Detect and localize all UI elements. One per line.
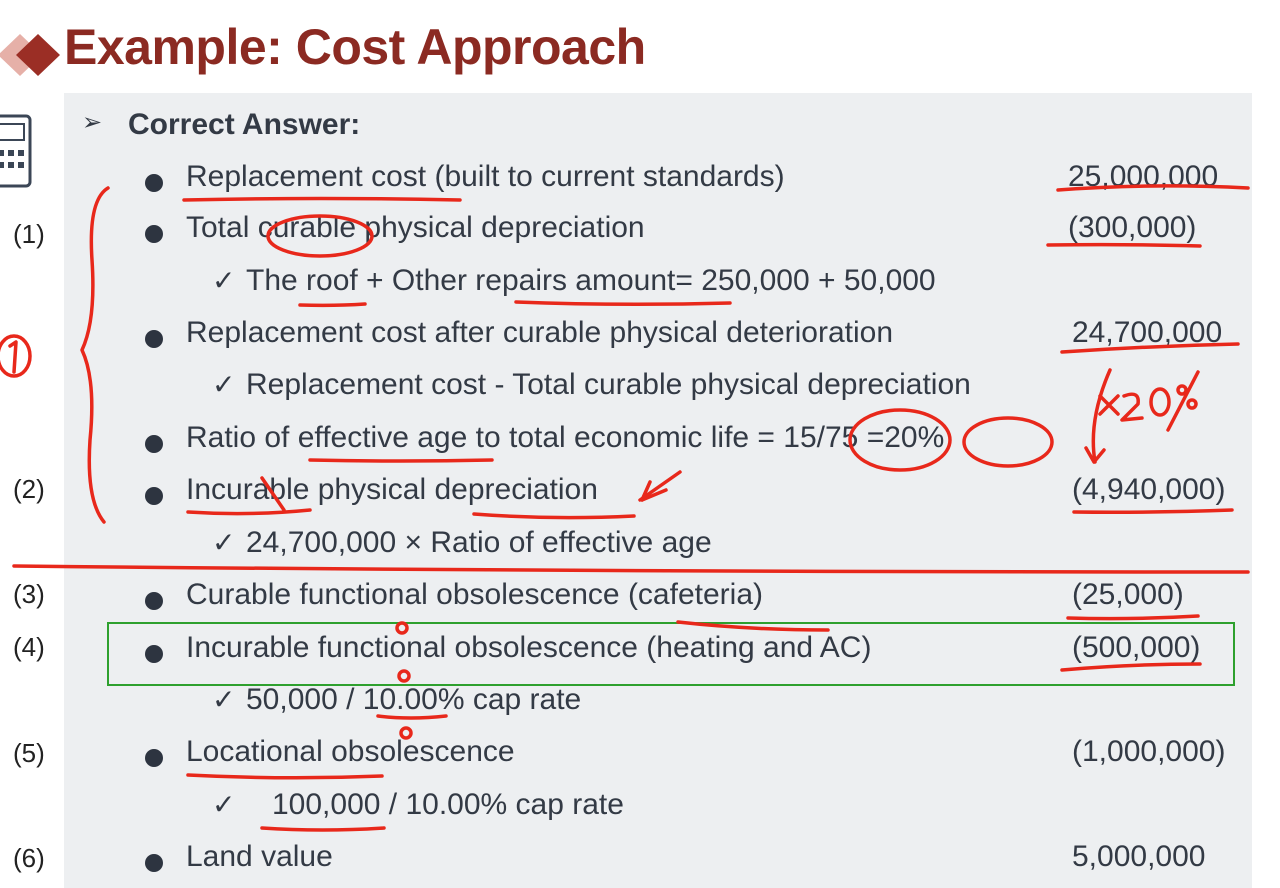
- list-item-curable-physical-depreciation: Total curable physical depreciation (300…: [0, 211, 1280, 257]
- item-label: Replacement cost (built to current stand…: [186, 160, 785, 193]
- item-value: (1,000,000): [1072, 735, 1226, 768]
- item-value: (300,000): [1068, 211, 1197, 244]
- answer-heading-row: ➢ Correct Answer:: [0, 108, 1280, 154]
- calculator-icon: [0, 114, 32, 188]
- checkmark-icon: ✓: [212, 265, 236, 296]
- item-label: Ratio of effective age to total economic…: [186, 421, 945, 454]
- bullet-icon: [145, 487, 163, 505]
- sub-item-label: 24,700,000 × Ratio of effective age: [246, 526, 712, 559]
- bullet-icon: [145, 749, 163, 767]
- sub-item-label: 50,000 / 10.00% cap rate: [246, 683, 582, 716]
- item-value: (25,000): [1072, 578, 1184, 611]
- item-label: Locational obsolescence: [186, 735, 515, 768]
- item-value: (4,940,000): [1072, 473, 1226, 506]
- item-label: Replacement cost after curable physical …: [186, 316, 894, 349]
- sub-item-functional-cap-rate: ✓ 50,000 / 10.00% cap rate: [0, 683, 1280, 729]
- line-number: (2): [13, 474, 45, 504]
- item-value: 5,000,000: [1072, 840, 1206, 873]
- sub-item-locational-cap-rate: ✓ 100,000 / 10.00% cap rate: [0, 788, 1280, 834]
- list-item-effective-age-ratio: Ratio of effective age to total economic…: [0, 421, 1280, 467]
- page-title: Example: Cost Approach: [64, 19, 646, 75]
- sub-item-incurable-formula: ✓ 24,700,000 × Ratio of effective age: [0, 526, 1280, 572]
- line-number: (6): [13, 843, 45, 873]
- sub-item-roof-repairs: ✓ The roof + Other repairs amount= 250,0…: [0, 264, 1280, 310]
- highlight-box: [107, 622, 1235, 686]
- bullet-icon: [145, 435, 163, 453]
- answer-heading: Correct Answer:: [128, 108, 361, 141]
- list-item-incurable-physical-depreciation: Incurable physical depreciation (4,940,0…: [0, 473, 1280, 519]
- checkmark-icon: ✓: [212, 369, 236, 400]
- bullet-icon: [145, 854, 163, 872]
- sub-item-label: 100,000 / 10.00% cap rate: [272, 788, 624, 821]
- bullet-icon: [145, 174, 163, 192]
- sub-item-label: The roof + Other repairs amount= 250,000…: [246, 264, 936, 297]
- arrow-bullet-icon: ➢: [82, 109, 103, 136]
- checkmark-icon: ✓: [212, 789, 236, 820]
- item-value: 24,700,000: [1072, 316, 1223, 349]
- list-item-land-value: Land value 5,000,000: [0, 840, 1280, 886]
- checkmark-icon: ✓: [212, 527, 236, 558]
- list-item-cost-after-curable: Replacement cost after curable physical …: [0, 316, 1280, 362]
- item-label: Incurable functional obsolescence (heati…: [186, 631, 872, 664]
- item-value: 25,000,000: [1068, 160, 1219, 193]
- bullet-icon: [145, 225, 163, 243]
- item-label: Total curable physical depreciation: [186, 211, 645, 244]
- line-number: (3): [13, 579, 45, 609]
- line-number: (4): [13, 632, 45, 662]
- sub-item-cost-formula: ✓ Replacement cost - Total curable physi…: [0, 368, 1280, 414]
- list-item-replacement-cost: Replacement cost (built to current stand…: [0, 160, 1280, 206]
- item-label: Land value: [186, 840, 333, 873]
- bullet-icon: [145, 592, 163, 610]
- checkmark-icon: ✓: [212, 684, 236, 715]
- bullet-icon: [145, 645, 163, 663]
- sub-item-label: Replacement cost - Total curable physica…: [246, 368, 971, 401]
- list-item-locational-obsolescence: Locational obsolescence (1,000,000): [0, 735, 1280, 781]
- line-number: (1): [13, 219, 45, 249]
- list-item-curable-functional: Curable functional obsolescence (cafeter…: [0, 578, 1280, 624]
- bullet-icon: [145, 330, 163, 348]
- title-diamond-icon: [0, 34, 60, 76]
- line-number: (5): [13, 738, 45, 768]
- item-label: Incurable physical depreciation: [186, 473, 598, 506]
- item-value: (500,000): [1072, 631, 1201, 664]
- item-label: Curable functional obsolescence (cafeter…: [186, 578, 763, 611]
- list-item-incurable-functional: Incurable functional obsolescence (heati…: [0, 631, 1280, 677]
